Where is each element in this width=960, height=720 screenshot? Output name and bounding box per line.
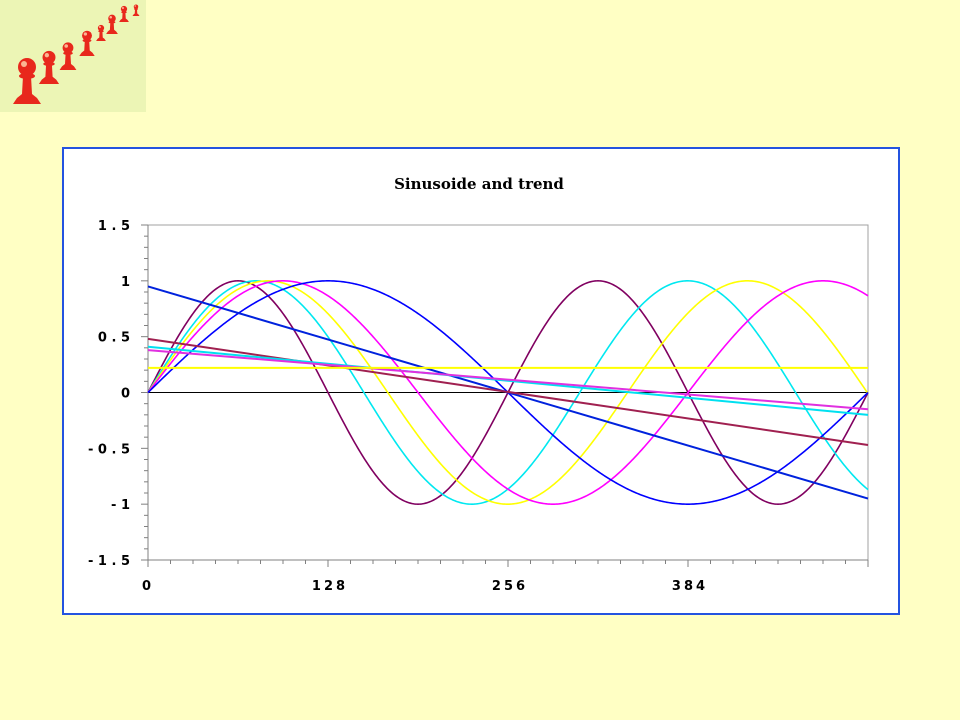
- sinusoid-series-line: [147, 280, 869, 505]
- line-chart: Sinusoide and trend 1 . 5 1 0 . 5 0 - 0 . 5 -…: [88, 175, 869, 594]
- pawn-icon: [106, 14, 118, 34]
- y-tick-label: - 1 . 5: [88, 554, 130, 569]
- pawn-icon: [79, 30, 95, 56]
- pawn-icon: [96, 24, 106, 41]
- x-tick-label: 384: [672, 579, 708, 594]
- pawns-icon: [13, 4, 140, 104]
- pawn-icon: [132, 4, 140, 16]
- x-tick-label: 256: [492, 579, 528, 594]
- trend-series-line: [147, 337, 869, 446]
- series-group: [147, 280, 869, 505]
- y-tick-label: 0: [121, 387, 130, 402]
- y-tick-label: 1 . 5: [98, 219, 130, 234]
- trend-series-line: [147, 345, 869, 416]
- trend-series-line: [147, 349, 869, 411]
- tick-labels: 1 . 5 1 0 . 5 0 - 0 . 5 - 1 - 1 . 5 0 128 256 384: [88, 219, 708, 594]
- pawn-icon: [119, 5, 129, 22]
- x-tick-label: 0: [142, 579, 154, 594]
- pawn-icon: [59, 42, 77, 70]
- x-tick-label: 128: [312, 579, 348, 594]
- y-tick-label: - 0 . 5: [88, 442, 130, 457]
- chart-title: Sinusoide and trend: [394, 175, 564, 193]
- y-tick-label: 1: [121, 275, 130, 290]
- chart-frame: Sinusoide and trend 1 . 5 1 0 . 5 0 - 0 . 5 -…: [62, 147, 900, 615]
- sinusoid-series-line: [147, 280, 869, 505]
- y-tick-label: - 1: [111, 498, 130, 513]
- pawn-icon: [13, 58, 41, 104]
- pawn-icon: [38, 50, 60, 84]
- y-tick-label: 0 . 5: [98, 331, 130, 346]
- pawn-logo: [0, 0, 146, 112]
